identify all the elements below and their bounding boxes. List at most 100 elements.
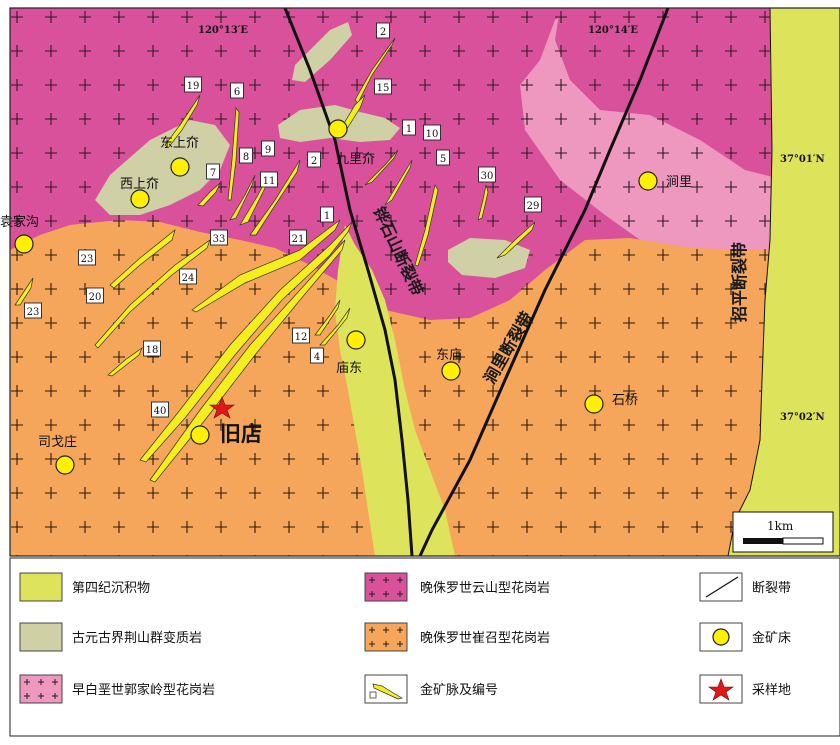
gold-vein [149, 239, 346, 483]
gold-deposit-jiudian [190, 425, 210, 445]
legend: 第四纪沉积物 古元古界荆山群变质岩 早白垩世郭家岭型花岗岩 晚侏罗世云山型花岗岩… [9, 557, 840, 737]
gold-vein [94, 239, 211, 349]
vein-number-box [423, 124, 441, 141]
vein-number-box [86, 287, 104, 304]
gold-vein [319, 307, 351, 346]
label-xishangjie: 西上夼 [120, 177, 159, 192]
vein-number-label: 2 [380, 27, 386, 38]
vein-number-label: 21 [292, 234, 305, 245]
gold-vein [364, 149, 399, 186]
label-zhaoping-fault: 招平断裂带 [730, 242, 749, 322]
legend-label-metamorphic: 古元古界荆山群变质岩 [72, 630, 202, 646]
label-jiudian: 旧店 [220, 422, 262, 446]
vein-number-box [524, 196, 542, 213]
label-jianli: 涧里 [666, 175, 692, 190]
vein-number-label: 20 [89, 292, 102, 303]
legend-pattern-cuizhao [369, 627, 403, 647]
legend-label-deposit: 金矿床 [752, 630, 791, 646]
vein-number-box [307, 151, 321, 168]
legend-vein-number-box [369, 691, 377, 699]
legend-label-vein: 金矿脉及编号 [420, 682, 498, 698]
vein-number-label: 29 [527, 201, 540, 212]
label-yuanjiagou: 袁家沟 [0, 214, 39, 230]
vein-number-box [261, 140, 275, 157]
gold-vein [227, 107, 240, 201]
zhaoping-fault-edge [727, 7, 773, 557]
vein-number-label: 15 [377, 83, 390, 94]
vein-number-box [310, 347, 324, 364]
legend-deposit-icon [712, 628, 730, 646]
legend-label-guojialing: 早白垩世郭家岭型花岗岩 [72, 682, 215, 698]
gold-vein [164, 94, 201, 149]
vein-number-box [78, 249, 96, 266]
vein-number-label: 33 [213, 234, 226, 245]
vein-number-label: 40 [154, 406, 167, 417]
vein-number-box [210, 229, 228, 246]
gold-deposits [14, 119, 658, 475]
label-donggmiao: 东庙 [436, 348, 462, 363]
vein-number-box [143, 340, 161, 357]
vein-number-box [206, 163, 220, 180]
legend-swatch-deposit [699, 622, 743, 652]
lat-label-lower: 37°02′N [780, 412, 825, 423]
yunshan-ne-cross [555, 8, 785, 180]
metamorphic-body-west [95, 120, 230, 215]
jianli-fault [418, 7, 670, 557]
shishan-fault [283, 7, 414, 557]
vein-number-label: 10 [426, 129, 439, 140]
vein-number-box [260, 171, 278, 188]
gold-vein [314, 299, 341, 336]
vein-number-label: 12 [295, 332, 308, 343]
lon-label-left: 120°13′E [198, 25, 248, 36]
legend-swatch-metamorphic [19, 622, 63, 652]
scale-bar-white [782, 537, 824, 545]
vein-number-label: 23 [81, 254, 94, 265]
vein-number-box [184, 76, 202, 93]
lat-label-upper: 37°01′N [780, 154, 825, 165]
legend-label-fault: 断裂带 [752, 581, 791, 596]
place-labels: 东上夼 西上夼 九里夼 涧里 袁家沟 庙东 东庙 石桥 司戈庄 旧店 [0, 136, 692, 450]
gold-vein [107, 347, 143, 377]
label-miaodong: 庙东 [336, 361, 362, 376]
vein-number-label: 8 [243, 152, 249, 163]
vein-number-box [402, 119, 416, 136]
vein-number-box [151, 401, 169, 418]
gold-veins [14, 37, 536, 483]
label-siyizhuang: 司戈庄 [38, 434, 77, 450]
scale-bar: 1km [732, 511, 834, 553]
gold-deposit-jiulijie [328, 119, 348, 139]
vein-number-label: 23 [27, 307, 40, 318]
vein-number-box [374, 78, 392, 95]
vein-number-label: 9 [265, 145, 271, 156]
vein-number-box [478, 166, 496, 183]
legend-vein-icon [372, 683, 403, 700]
vein-number-label: 6 [234, 87, 240, 98]
legend-label-sample: 采样地 [752, 683, 791, 698]
gold-deposit-donggmiao [441, 361, 461, 381]
gold-deposit-xishangjie [130, 189, 150, 209]
legend-label-quaternary: 第四纪沉积物 [72, 581, 150, 596]
gold-vein [139, 221, 353, 463]
legend-pattern-guojialing [24, 679, 58, 699]
scale-bar-label: 1km [767, 519, 794, 533]
legend-sample-star-icon [708, 678, 734, 701]
vein-number-box [24, 302, 42, 319]
gold-vein [197, 182, 221, 207]
vein-number-box [179, 268, 197, 285]
vein-number-label: 24 [182, 273, 195, 284]
vein-number-label: 11 [263, 176, 276, 187]
vein-number-box [239, 147, 253, 164]
vein-number-box [376, 22, 390, 39]
vein-number-label: 7 [210, 168, 216, 179]
gold-vein [109, 229, 176, 289]
vein-number-labels: 2 15 1 10 5 30 29 19 6 8 9 11 7 2 33 21 1 23 20 24 23 18 40 12 4 [24, 22, 542, 418]
label-jiulijie: 九里夼 [336, 152, 375, 167]
legend-label-cuizhao: 晚侏罗世崔召型花岗岩 [420, 630, 550, 646]
gold-vein [384, 159, 413, 206]
vein-number-label: 5 [440, 154, 446, 165]
map-area: 2 15 1 10 5 30 29 19 6 8 9 11 7 2 33 21 1 23 20 24 23 18 40 12 4… [0, 7, 840, 557]
legend-pattern-yunshan [369, 577, 403, 597]
vein-number-label: 2 [311, 156, 317, 167]
